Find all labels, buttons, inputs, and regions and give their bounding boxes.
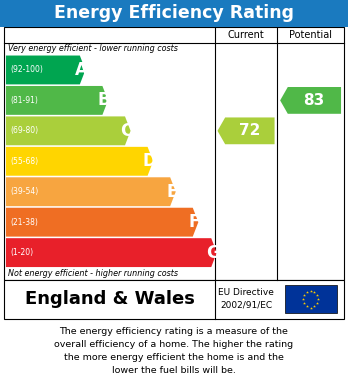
Text: (81-91): (81-91) bbox=[10, 96, 38, 105]
Text: Not energy efficient - higher running costs: Not energy efficient - higher running co… bbox=[8, 269, 178, 278]
Polygon shape bbox=[6, 208, 198, 237]
Polygon shape bbox=[6, 177, 176, 206]
Text: Current: Current bbox=[228, 30, 264, 40]
Polygon shape bbox=[6, 238, 217, 267]
Text: A: A bbox=[75, 61, 88, 79]
Polygon shape bbox=[218, 117, 275, 144]
Polygon shape bbox=[6, 147, 153, 176]
Bar bbox=[4, 280, 344, 319]
Polygon shape bbox=[6, 117, 130, 145]
Text: D: D bbox=[142, 152, 156, 170]
Polygon shape bbox=[6, 56, 85, 84]
Text: G: G bbox=[206, 244, 220, 262]
Text: (1-20): (1-20) bbox=[10, 248, 33, 257]
Bar bbox=[0, 0, 348, 27]
Text: Potential: Potential bbox=[289, 30, 332, 40]
Text: EU Directive
2002/91/EC: EU Directive 2002/91/EC bbox=[218, 289, 274, 310]
Text: England & Wales: England & Wales bbox=[24, 290, 195, 308]
Text: (69-80): (69-80) bbox=[10, 126, 38, 135]
Bar bbox=[4, 27, 344, 280]
Text: Very energy efficient - lower running costs: Very energy efficient - lower running co… bbox=[8, 44, 177, 54]
Text: E: E bbox=[166, 183, 177, 201]
Polygon shape bbox=[6, 86, 108, 115]
Text: (39-54): (39-54) bbox=[10, 187, 38, 196]
Text: 83: 83 bbox=[303, 93, 325, 108]
Text: F: F bbox=[189, 213, 200, 231]
Text: (92-100): (92-100) bbox=[10, 65, 43, 74]
Text: The energy efficiency rating is a measure of the
overall efficiency of a home. T: The energy efficiency rating is a measur… bbox=[54, 327, 294, 375]
Text: Energy Efficiency Rating: Energy Efficiency Rating bbox=[54, 4, 294, 22]
Text: B: B bbox=[98, 91, 110, 109]
Text: 72: 72 bbox=[239, 123, 260, 138]
Text: (21-38): (21-38) bbox=[10, 218, 38, 227]
Polygon shape bbox=[280, 87, 341, 114]
Bar bbox=[285, 285, 337, 313]
Text: C: C bbox=[120, 122, 133, 140]
Text: (55-68): (55-68) bbox=[10, 157, 38, 166]
